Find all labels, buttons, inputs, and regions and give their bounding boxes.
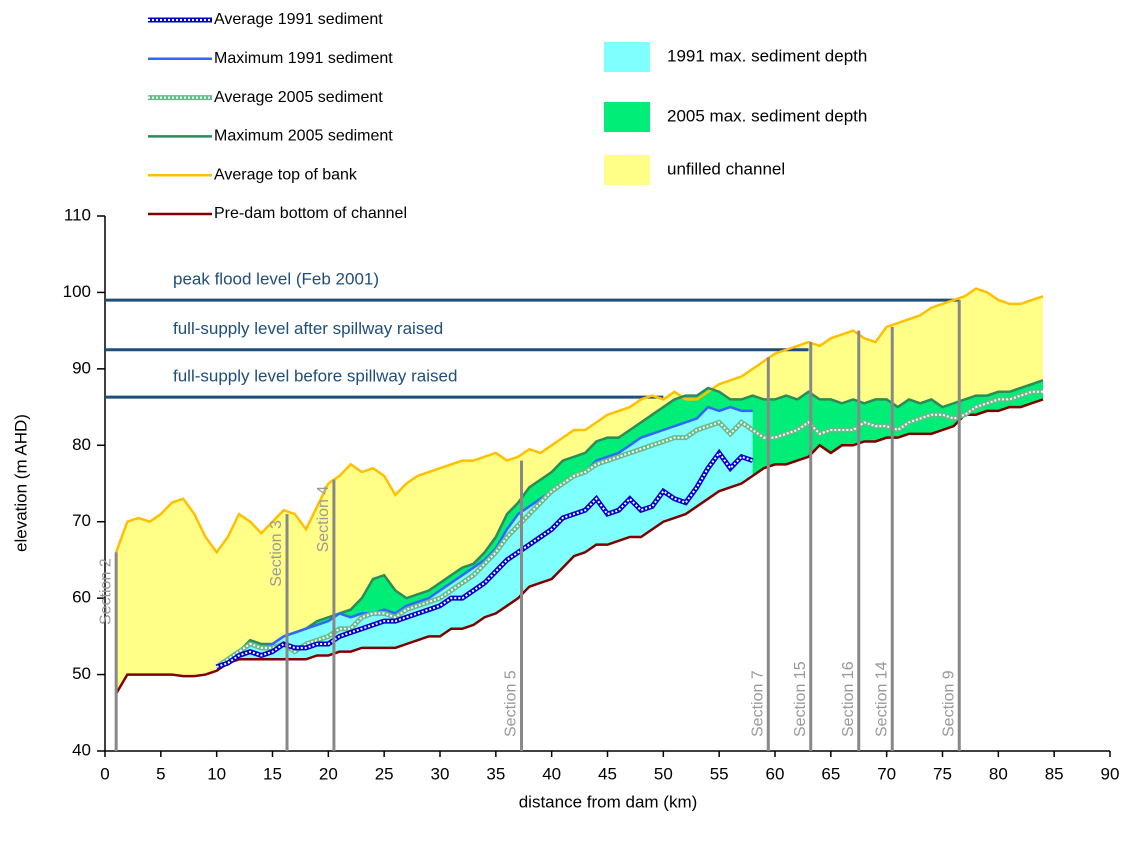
series-line [115, 398, 1044, 695]
section-label: Section 3 [268, 520, 285, 587]
x-tick-label: 45 [598, 764, 617, 783]
section-label: Section 14 [873, 661, 890, 737]
legend-label: 2005 max. sediment depth [667, 106, 867, 125]
series-line [216, 390, 1043, 668]
legend-label: Average top of bank [214, 166, 358, 183]
legend-swatch [604, 42, 650, 72]
x-tick-label: 0 [100, 764, 109, 783]
x-tick-label: 40 [542, 764, 561, 783]
series-line [215, 405, 753, 668]
series-line [114, 287, 1044, 555]
x-tick-label: 30 [431, 764, 450, 783]
reference-label: peak flood level (Feb 2001) [173, 270, 379, 289]
section-label: Section 15 [792, 661, 809, 737]
y-axis-title: elevation (m AHD) [11, 414, 30, 552]
x-tick-label: 25 [375, 764, 394, 783]
y-tick-label: 60 [72, 588, 91, 607]
legend-label: Pre-dam bottom of channel [214, 205, 407, 222]
section-label: Section 7 [750, 670, 767, 737]
reference-label: full-supply level after spillway raised [173, 319, 443, 338]
x-tick-label: 15 [263, 764, 282, 783]
legend-label: 1991 max. sediment depth [667, 46, 867, 65]
section-label: Section 5 [503, 670, 520, 737]
y-tick-label: 100 [63, 282, 91, 301]
x-tick-label: 35 [486, 764, 505, 783]
legend-label: Maximum 1991 sediment [214, 50, 393, 67]
x-tick-label: 85 [1045, 764, 1064, 783]
area-fill [216, 407, 753, 671]
x-tick-label: 55 [710, 764, 729, 783]
y-tick-label: 50 [72, 664, 91, 683]
legend-swatch [604, 102, 650, 132]
x-tick-label: 5 [156, 764, 165, 783]
section-label: Section 16 [840, 661, 857, 737]
reference-label: full-supply level before spillway raised [173, 367, 457, 386]
x-tick-label: 60 [766, 764, 785, 783]
x-tick-label: 75 [933, 764, 952, 783]
legend-label: unfilled channel [667, 159, 785, 178]
section-label: Section 2 [97, 558, 114, 625]
x-tick-label: 20 [319, 764, 338, 783]
y-tick-label: 80 [72, 435, 91, 454]
x-tick-label: 90 [1101, 764, 1120, 783]
y-tick-label: 70 [72, 511, 91, 530]
y-tick-label: 90 [72, 358, 91, 377]
section-label: Section 9 [940, 670, 957, 737]
legend-label: Average 2005 sediment [214, 89, 383, 106]
x-axis-title: distance from dam (km) [519, 792, 698, 811]
x-tick-label: 50 [654, 764, 673, 783]
y-tick-label: 40 [72, 740, 91, 759]
section-label: Section 4 [315, 486, 332, 553]
x-tick-label: 65 [821, 764, 840, 783]
legend-label: Maximum 2005 sediment [214, 128, 393, 145]
series-line [215, 379, 1044, 668]
x-tick-label: 10 [207, 764, 226, 783]
legend-swatch [604, 155, 650, 185]
y-tick-label: 110 [64, 205, 91, 224]
x-tick-label: 80 [989, 764, 1008, 783]
x-tick-label: 70 [877, 764, 896, 783]
legend-label: Average 1991 sediment [214, 11, 383, 28]
series-line [216, 451, 753, 668]
